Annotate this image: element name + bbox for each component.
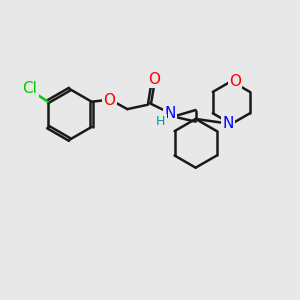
- Text: O: O: [229, 74, 241, 89]
- Text: O: O: [103, 93, 116, 108]
- Text: O: O: [148, 72, 160, 87]
- Text: Cl: Cl: [22, 81, 38, 96]
- Text: H: H: [156, 116, 166, 128]
- Text: N: N: [222, 116, 233, 131]
- Text: N: N: [165, 106, 176, 121]
